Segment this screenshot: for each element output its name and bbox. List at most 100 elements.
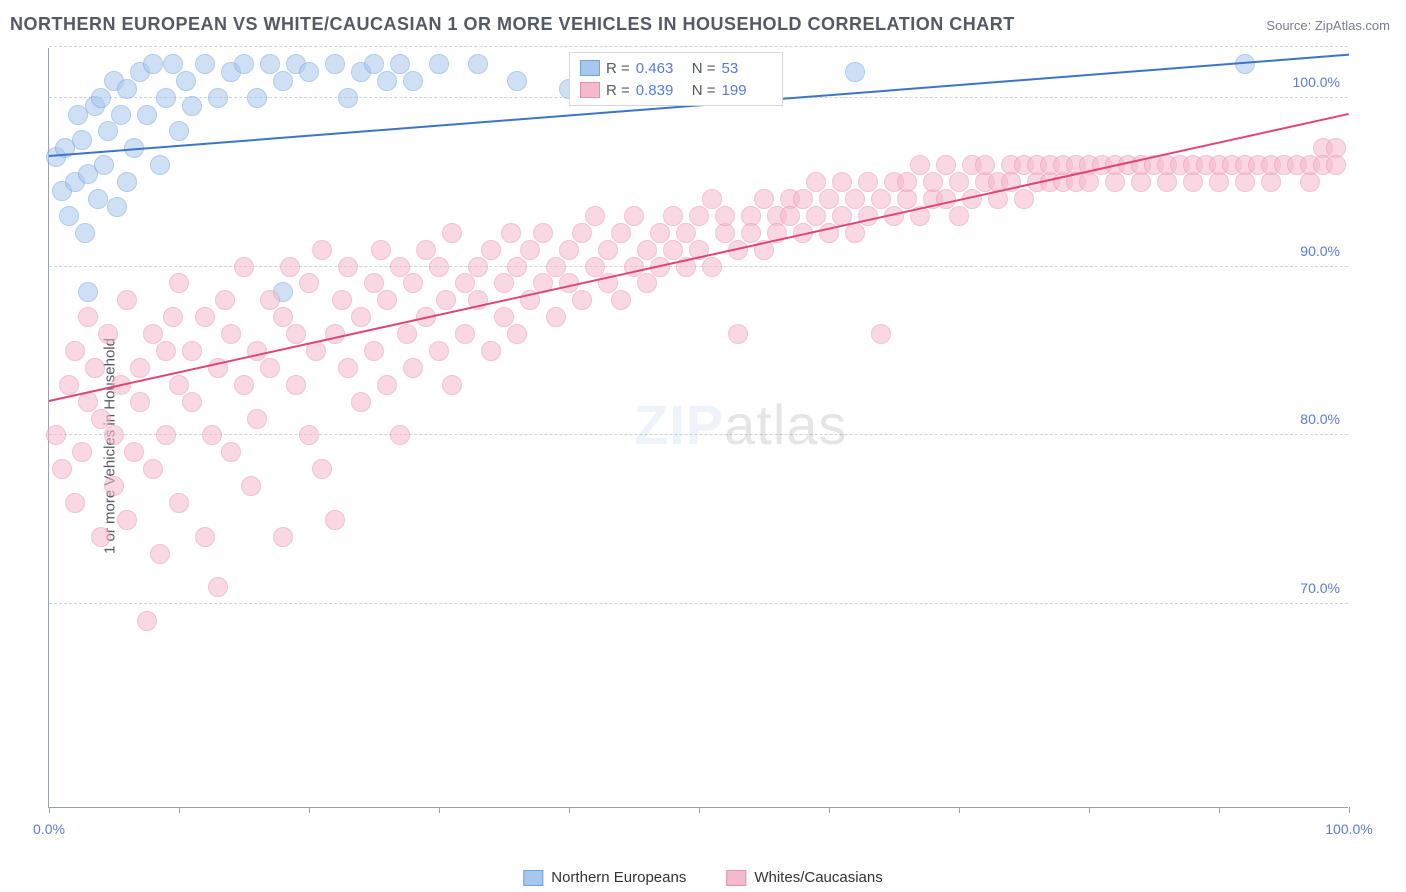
scatter-point	[221, 324, 241, 344]
scatter-point	[195, 54, 215, 74]
legend-item-series-2: Whites/Caucasians	[726, 869, 882, 886]
x-tick	[569, 807, 570, 813]
scatter-point	[104, 425, 124, 445]
scatter-point	[260, 290, 280, 310]
legend-stats-box: R =0.463N =53R =0.839N =199	[569, 52, 783, 106]
scatter-point	[501, 223, 521, 243]
scatter-point	[442, 375, 462, 395]
scatter-point	[728, 324, 748, 344]
x-tick	[959, 807, 960, 813]
scatter-point	[221, 442, 241, 462]
scatter-point	[169, 121, 189, 141]
scatter-point	[156, 341, 176, 361]
scatter-point	[481, 341, 501, 361]
scatter-point	[176, 71, 196, 91]
scatter-point	[806, 172, 826, 192]
scatter-point	[312, 240, 332, 260]
scatter-point	[936, 189, 956, 209]
scatter-point	[429, 54, 449, 74]
scatter-point	[871, 324, 891, 344]
x-tick	[49, 807, 50, 813]
scatter-point	[455, 273, 475, 293]
scatter-point	[949, 172, 969, 192]
gridline-h	[49, 46, 1348, 47]
legend-n-label: N =	[692, 82, 716, 99]
scatter-point	[364, 341, 384, 361]
scatter-point	[650, 223, 670, 243]
scatter-point	[754, 189, 774, 209]
scatter-point	[611, 290, 631, 310]
scatter-point	[546, 257, 566, 277]
scatter-point	[46, 425, 66, 445]
scatter-point	[124, 442, 144, 462]
legend-n-value: 53	[722, 60, 772, 77]
x-tick	[699, 807, 700, 813]
scatter-point	[546, 307, 566, 327]
scatter-point	[507, 257, 527, 277]
legend-r-value: 0.839	[636, 82, 686, 99]
scatter-point	[273, 71, 293, 91]
scatter-point	[403, 273, 423, 293]
scatter-point	[507, 71, 527, 91]
scatter-point	[585, 206, 605, 226]
scatter-point	[520, 240, 540, 260]
y-tick-label: 90.0%	[1300, 243, 1340, 259]
source-link[interactable]: ZipAtlas.com	[1315, 18, 1390, 33]
scatter-point	[468, 54, 488, 74]
scatter-point	[260, 54, 280, 74]
scatter-point	[663, 206, 683, 226]
scatter-point	[137, 611, 157, 631]
scatter-point	[416, 240, 436, 260]
scatter-point	[442, 223, 462, 243]
scatter-point	[858, 172, 878, 192]
scatter-point	[78, 307, 98, 327]
scatter-point	[507, 324, 527, 344]
legend-label-2: Whites/Caucasians	[754, 869, 882, 886]
scatter-point	[215, 290, 235, 310]
scatter-point	[572, 290, 592, 310]
scatter-point	[65, 341, 85, 361]
legend-n-label: N =	[692, 60, 716, 77]
scatter-point	[98, 324, 118, 344]
scatter-point	[299, 425, 319, 445]
y-tick-label: 100.0%	[1293, 74, 1340, 90]
scatter-point	[832, 172, 852, 192]
scatter-point	[195, 527, 215, 547]
scatter-point	[107, 197, 127, 217]
scatter-point	[299, 62, 319, 82]
scatter-point	[247, 409, 267, 429]
scatter-point	[364, 273, 384, 293]
scatter-point	[325, 510, 345, 530]
scatter-point	[390, 257, 410, 277]
legend-label-1: Northern Europeans	[551, 869, 686, 886]
scatter-point	[689, 206, 709, 226]
legend-swatch-2	[726, 870, 746, 886]
scatter-point	[156, 88, 176, 108]
scatter-point	[88, 189, 108, 209]
scatter-point	[676, 223, 696, 243]
scatter-point	[403, 71, 423, 91]
scatter-point	[163, 307, 183, 327]
scatter-point	[1326, 155, 1346, 175]
legend-swatch-1	[523, 870, 543, 886]
scatter-point	[910, 155, 930, 175]
scatter-point	[117, 290, 137, 310]
scatter-point	[371, 240, 391, 260]
scatter-point	[858, 206, 878, 226]
scatter-point	[299, 273, 319, 293]
x-tick	[1349, 807, 1350, 813]
scatter-point	[325, 54, 345, 74]
legend-r-label: R =	[606, 82, 630, 99]
scatter-point	[169, 273, 189, 293]
scatter-point	[793, 189, 813, 209]
source-label: Source:	[1266, 18, 1311, 33]
scatter-point	[78, 282, 98, 302]
scatter-point	[117, 510, 137, 530]
scatter-point	[150, 155, 170, 175]
scatter-point	[436, 290, 456, 310]
x-tick	[1219, 807, 1220, 813]
scatter-point	[637, 273, 657, 293]
scatter-point	[137, 105, 157, 125]
scatter-point	[59, 375, 79, 395]
scatter-point	[377, 290, 397, 310]
